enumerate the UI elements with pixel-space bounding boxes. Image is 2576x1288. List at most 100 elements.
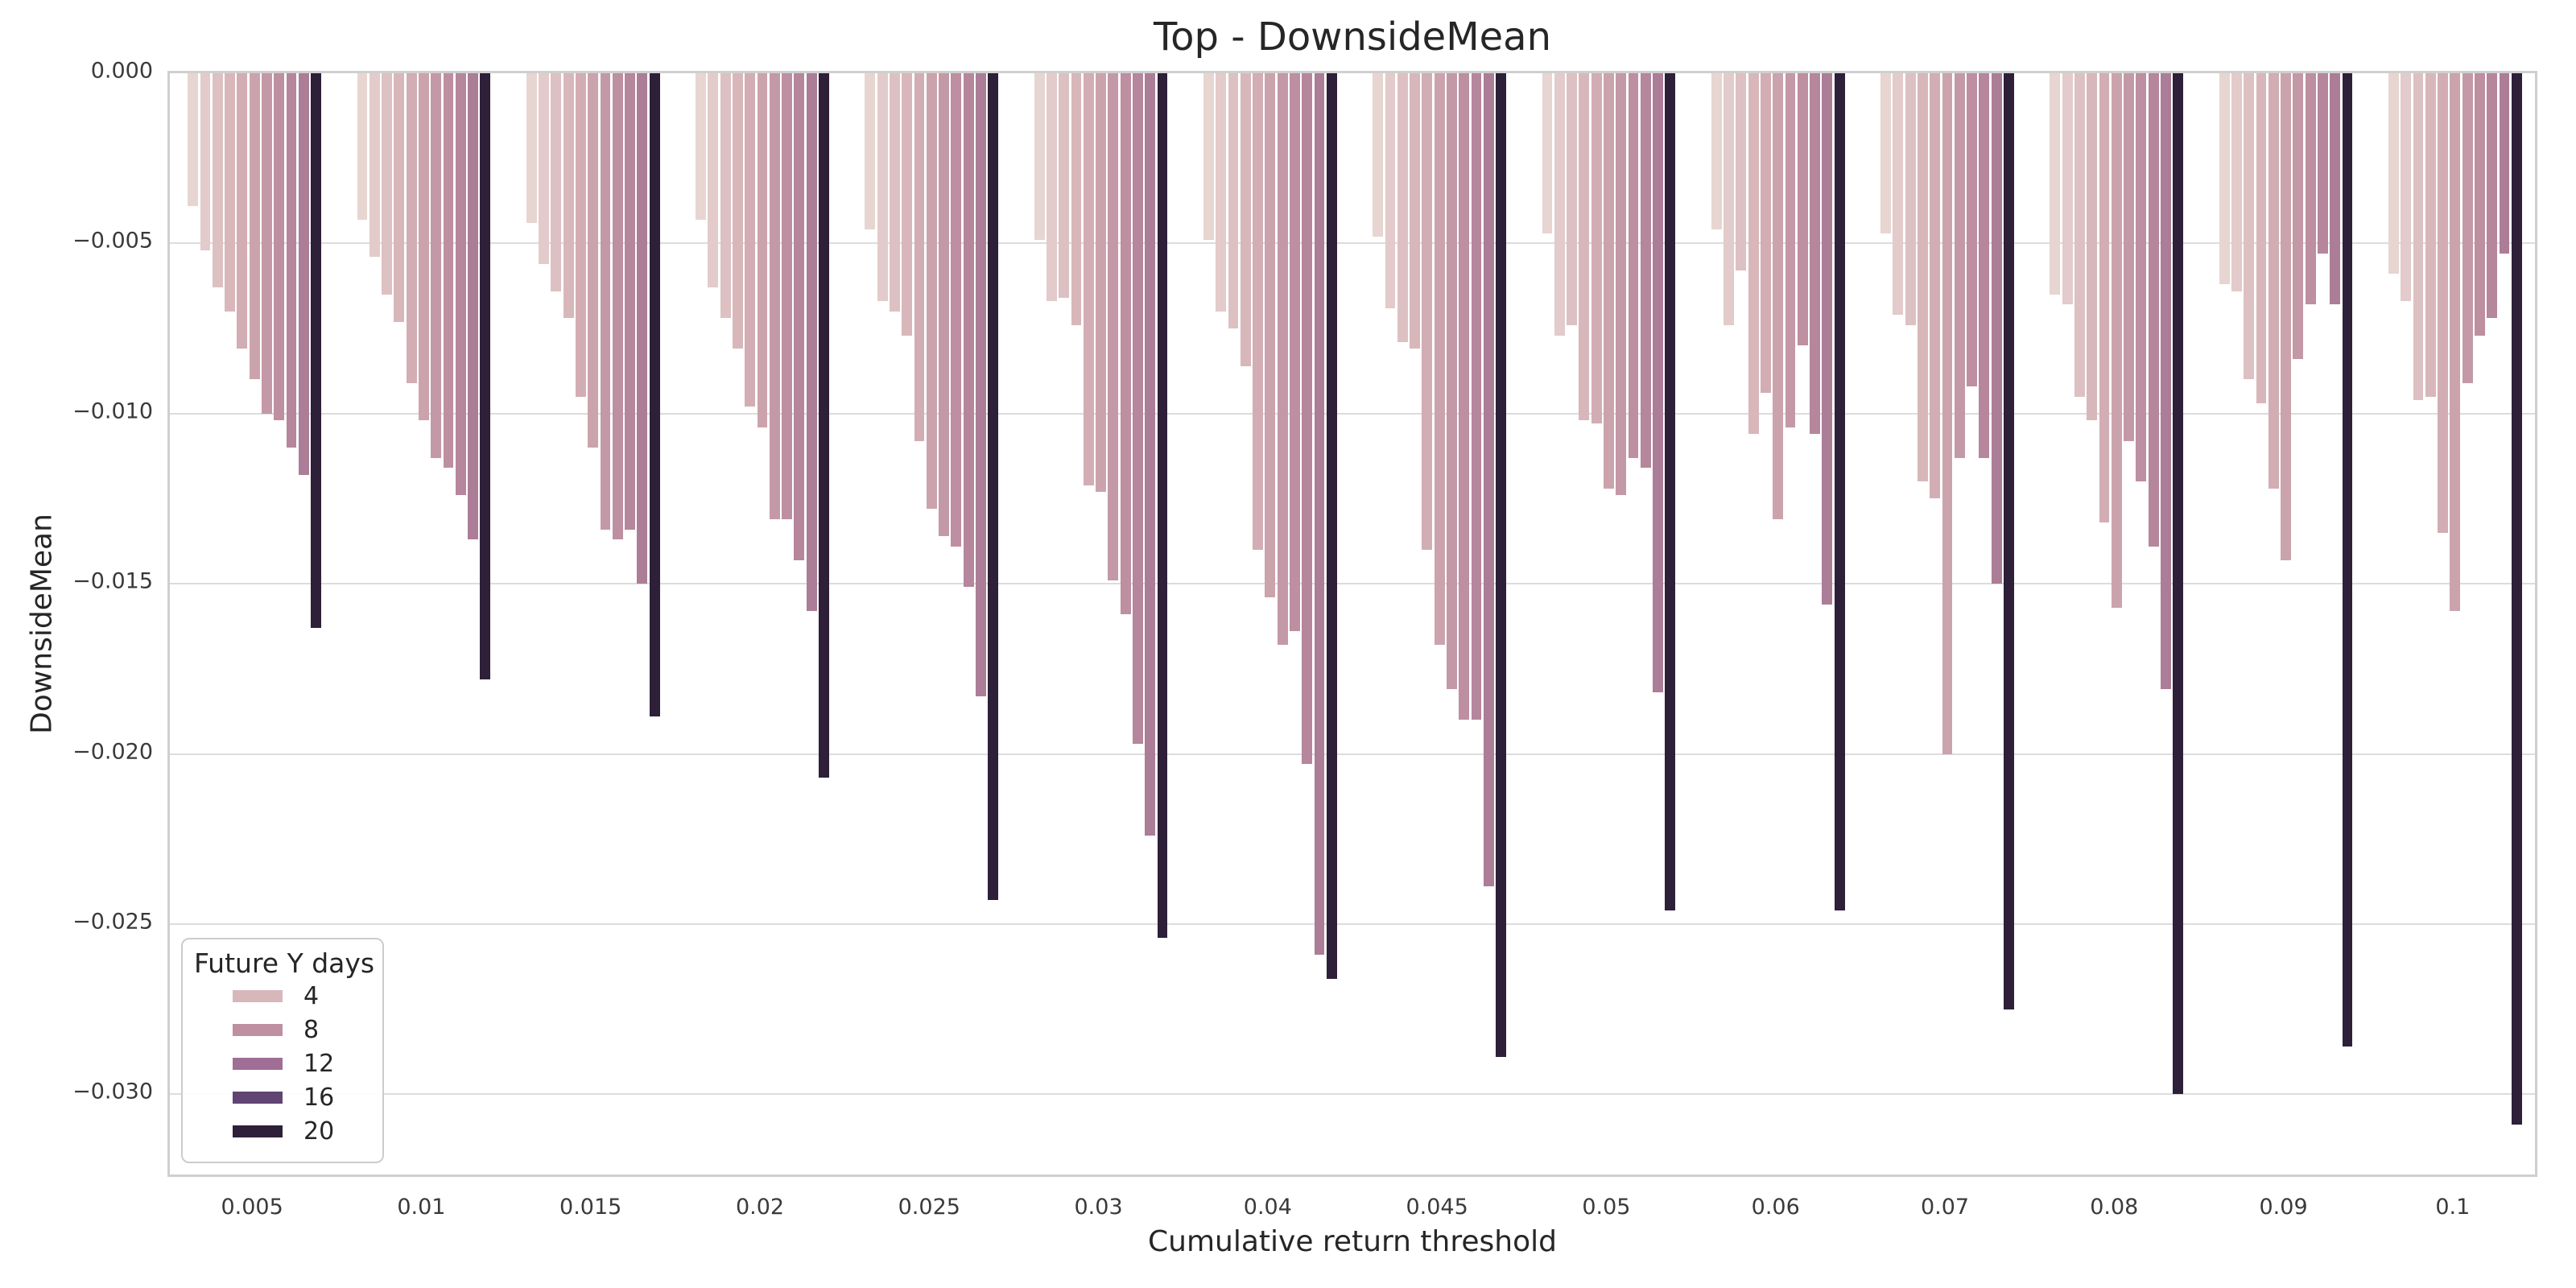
bar-day-7-x-0.07 bbox=[1954, 73, 1965, 458]
x-axis-label: Cumulative return threshold bbox=[1148, 1225, 1557, 1258]
bar-day-5-x-0.01 bbox=[406, 73, 417, 383]
bar-day-1-x-0.02 bbox=[696, 73, 706, 220]
bar-day-10-x-0.05 bbox=[1653, 73, 1664, 692]
bar-day-9-x-0.005 bbox=[286, 73, 297, 448]
bar-day-1-x-0.06 bbox=[1711, 73, 1722, 229]
bar-day-2-x-0.09 bbox=[2231, 73, 2242, 291]
bar-day-3-x-0.005 bbox=[212, 73, 223, 287]
bar-day-4-x-0.005 bbox=[225, 73, 235, 312]
bar-day-3-x-0.04 bbox=[1228, 73, 1239, 328]
bar-day-6-x-0.05 bbox=[1603, 73, 1614, 489]
bar-day-20-x-0.005 bbox=[311, 73, 322, 628]
bar-day-10-x-0.09 bbox=[2330, 73, 2341, 304]
x-tick-label: 0.01 bbox=[397, 1195, 446, 1220]
bar-day-8-x-0.08 bbox=[2136, 73, 2147, 481]
bar-day-8-x-0.04 bbox=[1289, 73, 1300, 631]
bar-day-1-x-0.025 bbox=[865, 73, 876, 229]
bar-day-5-x-0.1 bbox=[2438, 73, 2448, 533]
bar-day-9-x-0.08 bbox=[2148, 73, 2159, 547]
legend-label: 4 bbox=[303, 981, 320, 1010]
bar-day-2-x-0.04 bbox=[1216, 73, 1227, 312]
bar-day-3-x-0.02 bbox=[720, 73, 731, 318]
bar-day-3-x-0.015 bbox=[551, 73, 562, 291]
plot-area bbox=[167, 71, 2537, 1177]
legend-title: Future Y days bbox=[194, 947, 375, 979]
bar-day-7-x-0.1 bbox=[2462, 73, 2473, 383]
x-tick-label: 0.015 bbox=[559, 1195, 622, 1220]
bar-day-3-x-0.07 bbox=[1905, 73, 1916, 325]
bar-day-7-x-0.045 bbox=[1446, 73, 1457, 689]
y-tick-label: −0.020 bbox=[72, 739, 153, 765]
bar-day-20-x-0.05 bbox=[1665, 73, 1676, 910]
bar-day-10-x-0.1 bbox=[2499, 73, 2510, 254]
bar-day-4-x-0.05 bbox=[1579, 73, 1590, 420]
bar-day-6-x-0.015 bbox=[588, 73, 599, 448]
bar-day-9-x-0.03 bbox=[1133, 73, 1143, 744]
bar-day-1-x-0.01 bbox=[357, 73, 368, 220]
bar-day-10-x-0.06 bbox=[1822, 73, 1833, 605]
legend-swatch-icon bbox=[233, 1023, 283, 1036]
y-axis-label: DownsideMean bbox=[25, 514, 59, 734]
bar-day-8-x-0.015 bbox=[612, 73, 623, 539]
bar-day-4-x-0.07 bbox=[1917, 73, 1928, 481]
legend-swatch-icon bbox=[233, 1125, 283, 1137]
bar-day-6-x-0.08 bbox=[2111, 73, 2122, 608]
bar-day-5-x-0.025 bbox=[914, 73, 925, 441]
x-tick-label: 0.06 bbox=[1751, 1195, 1800, 1220]
bar-day-4-x-0.08 bbox=[2087, 73, 2098, 420]
bar-day-1-x-0.045 bbox=[1373, 73, 1384, 237]
bar-day-6-x-0.03 bbox=[1096, 73, 1106, 492]
bar-day-4-x-0.06 bbox=[1748, 73, 1759, 434]
legend-entry-8: 8 bbox=[183, 1013, 382, 1046]
bar-day-10-x-0.025 bbox=[976, 73, 986, 696]
bar-day-3-x-0.1 bbox=[2413, 73, 2424, 400]
bar-day-5-x-0.04 bbox=[1253, 73, 1263, 550]
legend-label: 12 bbox=[303, 1049, 335, 1078]
bar-day-4-x-0.02 bbox=[732, 73, 743, 349]
bar-day-2-x-0.01 bbox=[369, 73, 380, 257]
bar-day-6-x-0.07 bbox=[1942, 73, 1953, 754]
bar-day-2-x-0.1 bbox=[2401, 73, 2412, 301]
x-tick-label: 0.07 bbox=[1920, 1195, 1970, 1220]
bar-day-6-x-0.06 bbox=[1773, 73, 1784, 519]
bar-day-4-x-0.015 bbox=[563, 73, 574, 318]
bar-day-7-x-0.09 bbox=[2293, 73, 2304, 359]
bar-day-9-x-0.07 bbox=[1979, 73, 1990, 458]
bar-day-2-x-0.045 bbox=[1385, 73, 1396, 308]
bar-day-9-x-0.05 bbox=[1640, 73, 1651, 468]
legend-label: 16 bbox=[303, 1083, 335, 1112]
bar-day-10-x-0.01 bbox=[468, 73, 479, 539]
x-tick-label: 0.04 bbox=[1243, 1195, 1292, 1220]
bar-day-20-x-0.06 bbox=[1834, 73, 1845, 910]
bar-day-5-x-0.015 bbox=[575, 73, 586, 397]
bar-day-20-x-0.015 bbox=[649, 73, 660, 716]
bar-day-7-x-0.05 bbox=[1616, 73, 1627, 495]
bar-day-2-x-0.07 bbox=[1893, 73, 1904, 315]
gridline bbox=[170, 753, 2535, 755]
bar-day-8-x-0.005 bbox=[274, 73, 285, 420]
bar-day-10-x-0.08 bbox=[2161, 73, 2171, 689]
bar-day-2-x-0.06 bbox=[1724, 73, 1734, 325]
x-tick-label: 0.02 bbox=[735, 1195, 785, 1220]
bar-day-6-x-0.09 bbox=[2281, 73, 2291, 560]
bar-day-5-x-0.07 bbox=[1930, 73, 1941, 498]
bar-day-9-x-0.02 bbox=[794, 73, 805, 560]
bar-day-5-x-0.06 bbox=[1760, 73, 1771, 393]
x-tick-label: 0.045 bbox=[1406, 1195, 1468, 1220]
bar-day-8-x-0.07 bbox=[1967, 73, 1978, 386]
bar-day-7-x-0.04 bbox=[1277, 73, 1288, 645]
bar-day-7-x-0.005 bbox=[261, 73, 272, 414]
legend-entry-16: 16 bbox=[183, 1080, 382, 1114]
bar-day-20-x-0.1 bbox=[2511, 73, 2522, 1125]
bar-day-5-x-0.045 bbox=[1422, 73, 1433, 550]
bar-day-3-x-0.08 bbox=[2074, 73, 2085, 397]
bar-day-1-x-0.015 bbox=[526, 73, 537, 223]
bar-day-6-x-0.01 bbox=[418, 73, 429, 420]
legend-rows: 4 8 12 16 20 bbox=[183, 979, 382, 1148]
bar-day-3-x-0.09 bbox=[2244, 73, 2255, 379]
bar-day-2-x-0.025 bbox=[877, 73, 888, 301]
bar-day-7-x-0.08 bbox=[2124, 73, 2135, 441]
bar-day-1-x-0.005 bbox=[188, 73, 199, 206]
bar-day-6-x-0.1 bbox=[2450, 73, 2461, 611]
bar-day-20-x-0.07 bbox=[2004, 73, 2014, 1009]
